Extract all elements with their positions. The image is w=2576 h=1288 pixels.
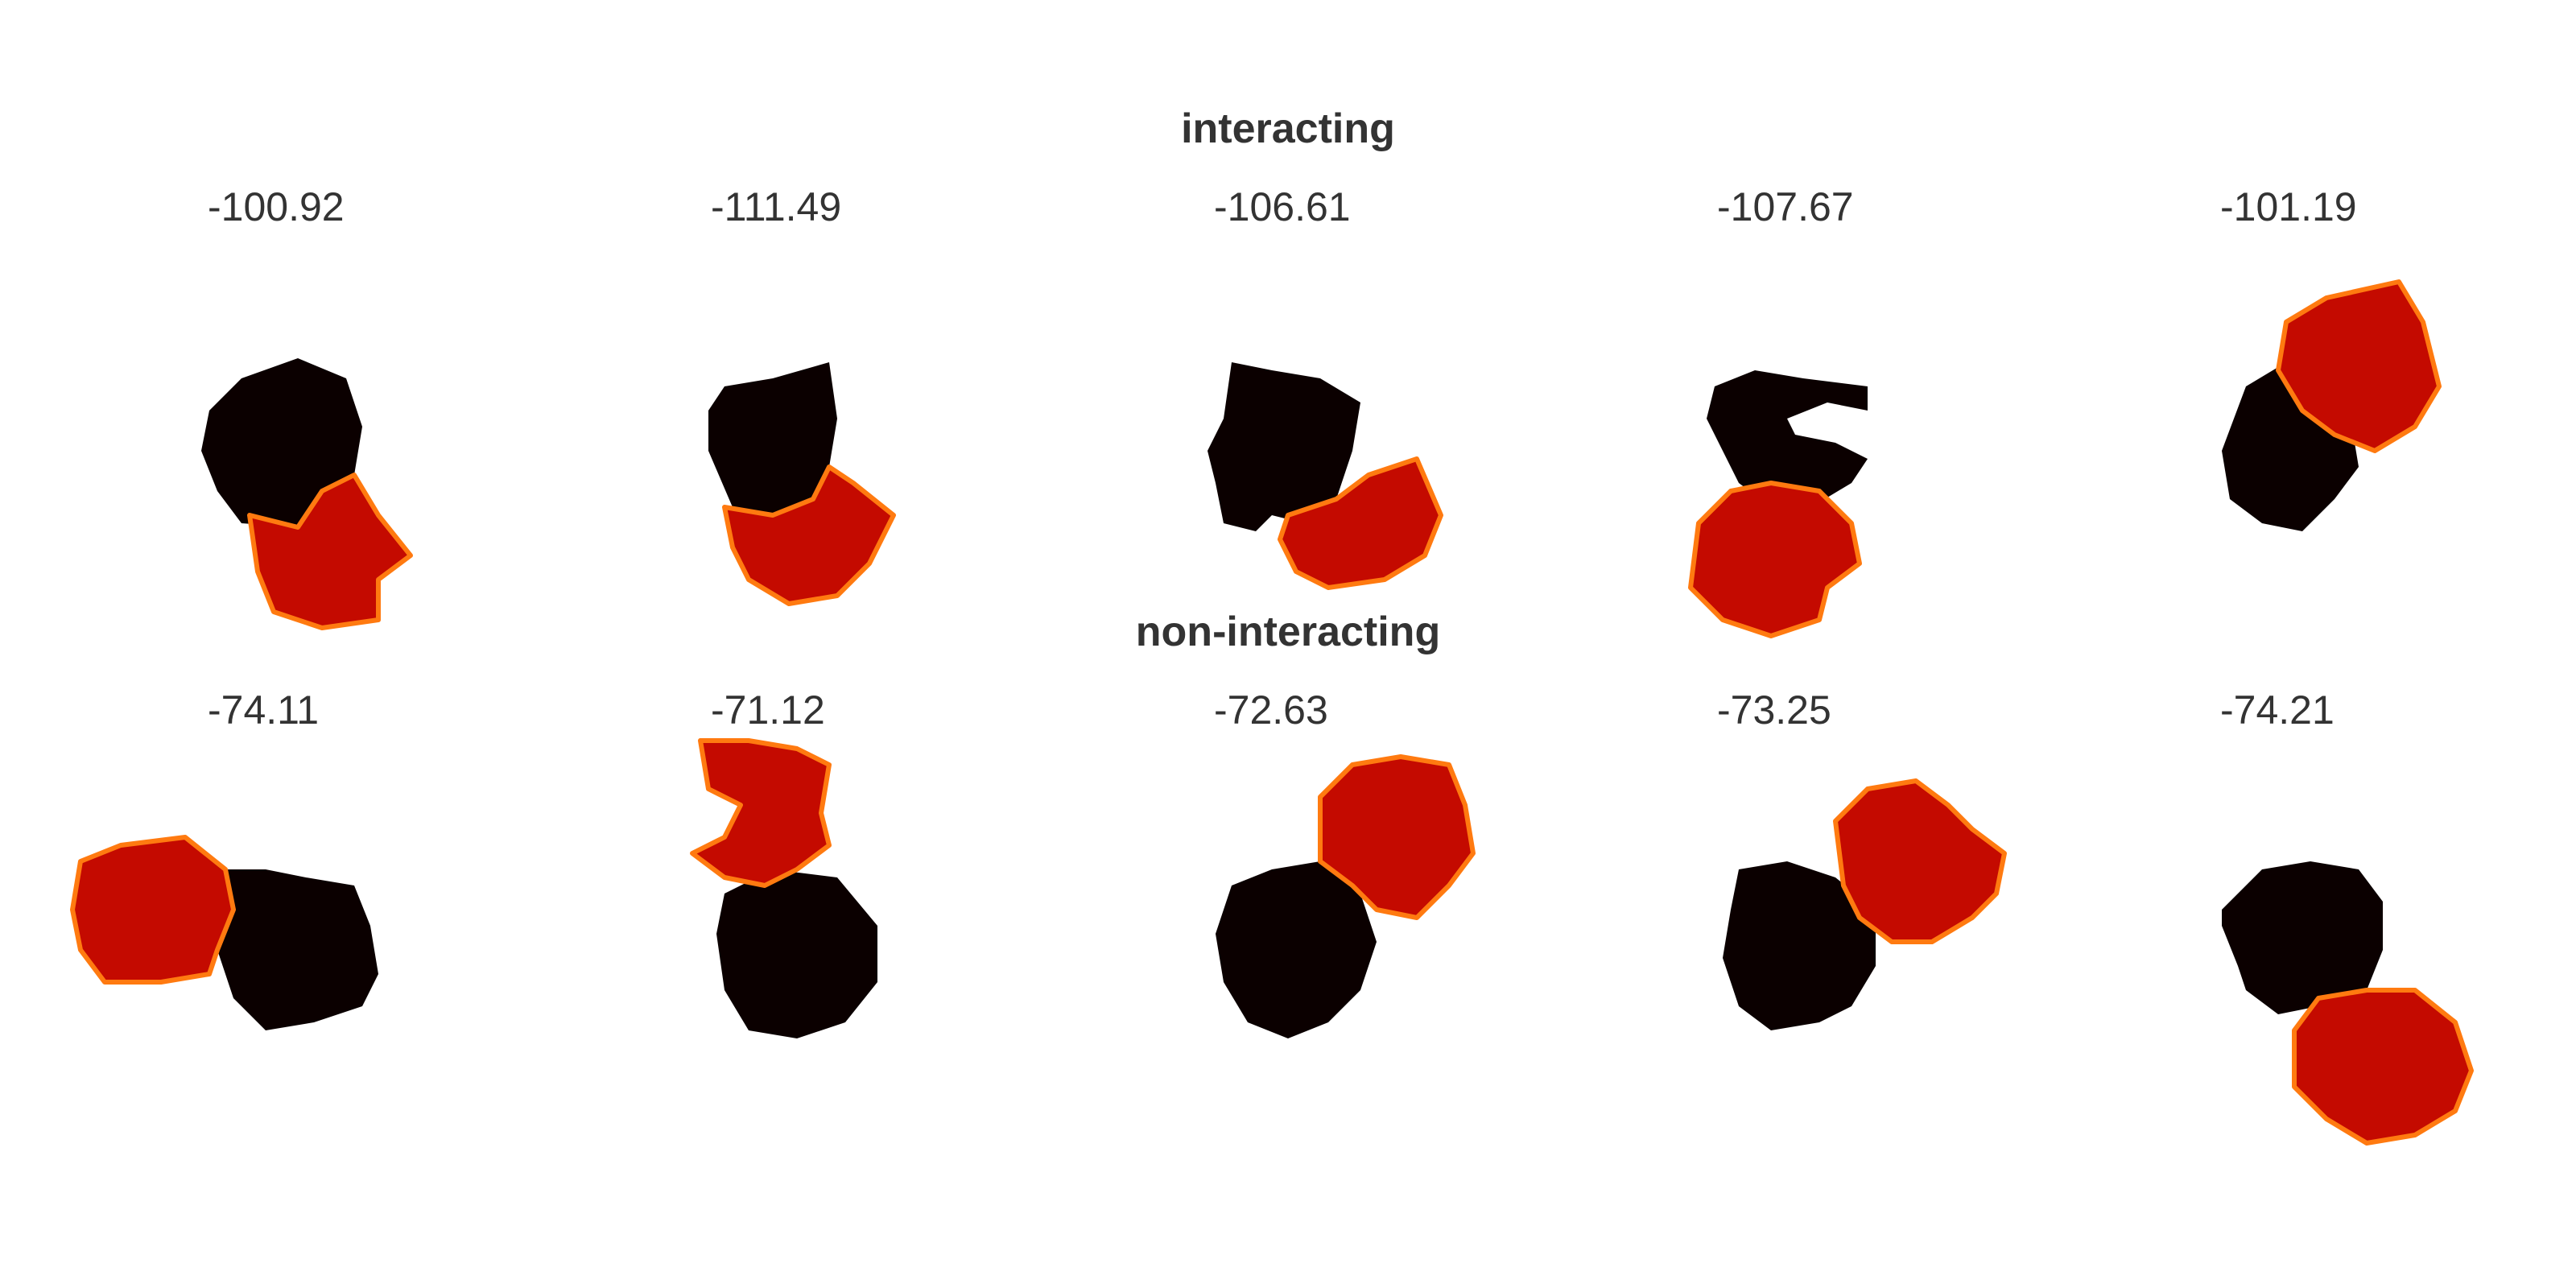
panel-score: -71.12 — [711, 687, 825, 733]
panel-score: -72.63 — [1214, 687, 1328, 733]
panel-score: -106.61 — [1214, 184, 1351, 229]
cell-red — [1833, 778, 2007, 944]
cell-black — [716, 869, 877, 1038]
panel-score: -73.25 — [1717, 687, 1831, 733]
cell-black — [1723, 861, 1876, 1030]
cell-black — [217, 869, 378, 1030]
cell-red — [1278, 456, 1443, 590]
panel-score: -101.19 — [2220, 184, 2357, 229]
cell-red — [722, 464, 896, 606]
cell-red — [70, 835, 236, 985]
cell-red — [2276, 279, 2442, 453]
panel-score: -74.21 — [2220, 687, 2334, 733]
panel-score: -100.92 — [208, 184, 345, 229]
panel-score: -111.49 — [711, 184, 842, 229]
cell-red — [247, 473, 413, 630]
cell-red — [690, 738, 832, 888]
cell-red — [1688, 481, 1862, 638]
section-title-non-interacting: non-interacting — [1135, 609, 1441, 655]
section-title-interacting: interacting — [1181, 105, 1395, 152]
cell-black — [1216, 861, 1377, 1038]
cell-black — [1707, 370, 1868, 507]
cell-black — [708, 362, 853, 515]
cell-black — [1208, 362, 1360, 531]
panel-score: -74.11 — [208, 687, 320, 733]
cell-black — [2222, 861, 2383, 1014]
cell-red — [1318, 754, 1476, 920]
cell-red — [2292, 988, 2474, 1146]
panel-score: -107.67 — [1717, 184, 1854, 229]
cell-black — [201, 358, 362, 527]
